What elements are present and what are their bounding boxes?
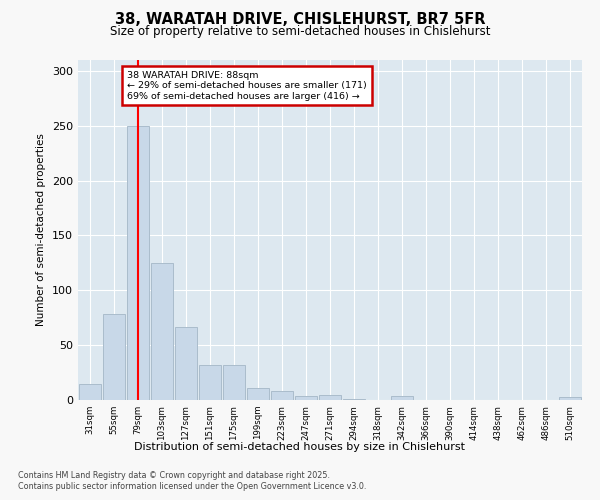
Text: Contains HM Land Registry data © Crown copyright and database right 2025.: Contains HM Land Registry data © Crown c…: [18, 471, 330, 480]
Text: 38 WARATAH DRIVE: 88sqm
← 29% of semi-detached houses are smaller (171)
69% of s: 38 WARATAH DRIVE: 88sqm ← 29% of semi-de…: [127, 71, 367, 101]
Bar: [247, 388, 269, 400]
Text: 38, WARATAH DRIVE, CHISLEHURST, BR7 5FR: 38, WARATAH DRIVE, CHISLEHURST, BR7 5FR: [115, 12, 485, 28]
Bar: [79, 384, 101, 400]
Text: Size of property relative to semi-detached houses in Chislehurst: Size of property relative to semi-detach…: [110, 25, 490, 38]
Bar: [103, 314, 125, 400]
Text: Contains public sector information licensed under the Open Government Licence v3: Contains public sector information licen…: [18, 482, 367, 491]
Bar: [295, 396, 317, 400]
Bar: [391, 396, 413, 400]
Bar: [199, 365, 221, 400]
Bar: [223, 365, 245, 400]
Bar: [127, 126, 149, 400]
Bar: [271, 391, 293, 400]
Bar: [175, 326, 197, 400]
Bar: [559, 396, 581, 400]
Bar: [151, 263, 173, 400]
Bar: [343, 399, 365, 400]
Bar: [319, 394, 341, 400]
Y-axis label: Number of semi-detached properties: Number of semi-detached properties: [37, 134, 46, 326]
Text: Distribution of semi-detached houses by size in Chislehurst: Distribution of semi-detached houses by …: [134, 442, 466, 452]
